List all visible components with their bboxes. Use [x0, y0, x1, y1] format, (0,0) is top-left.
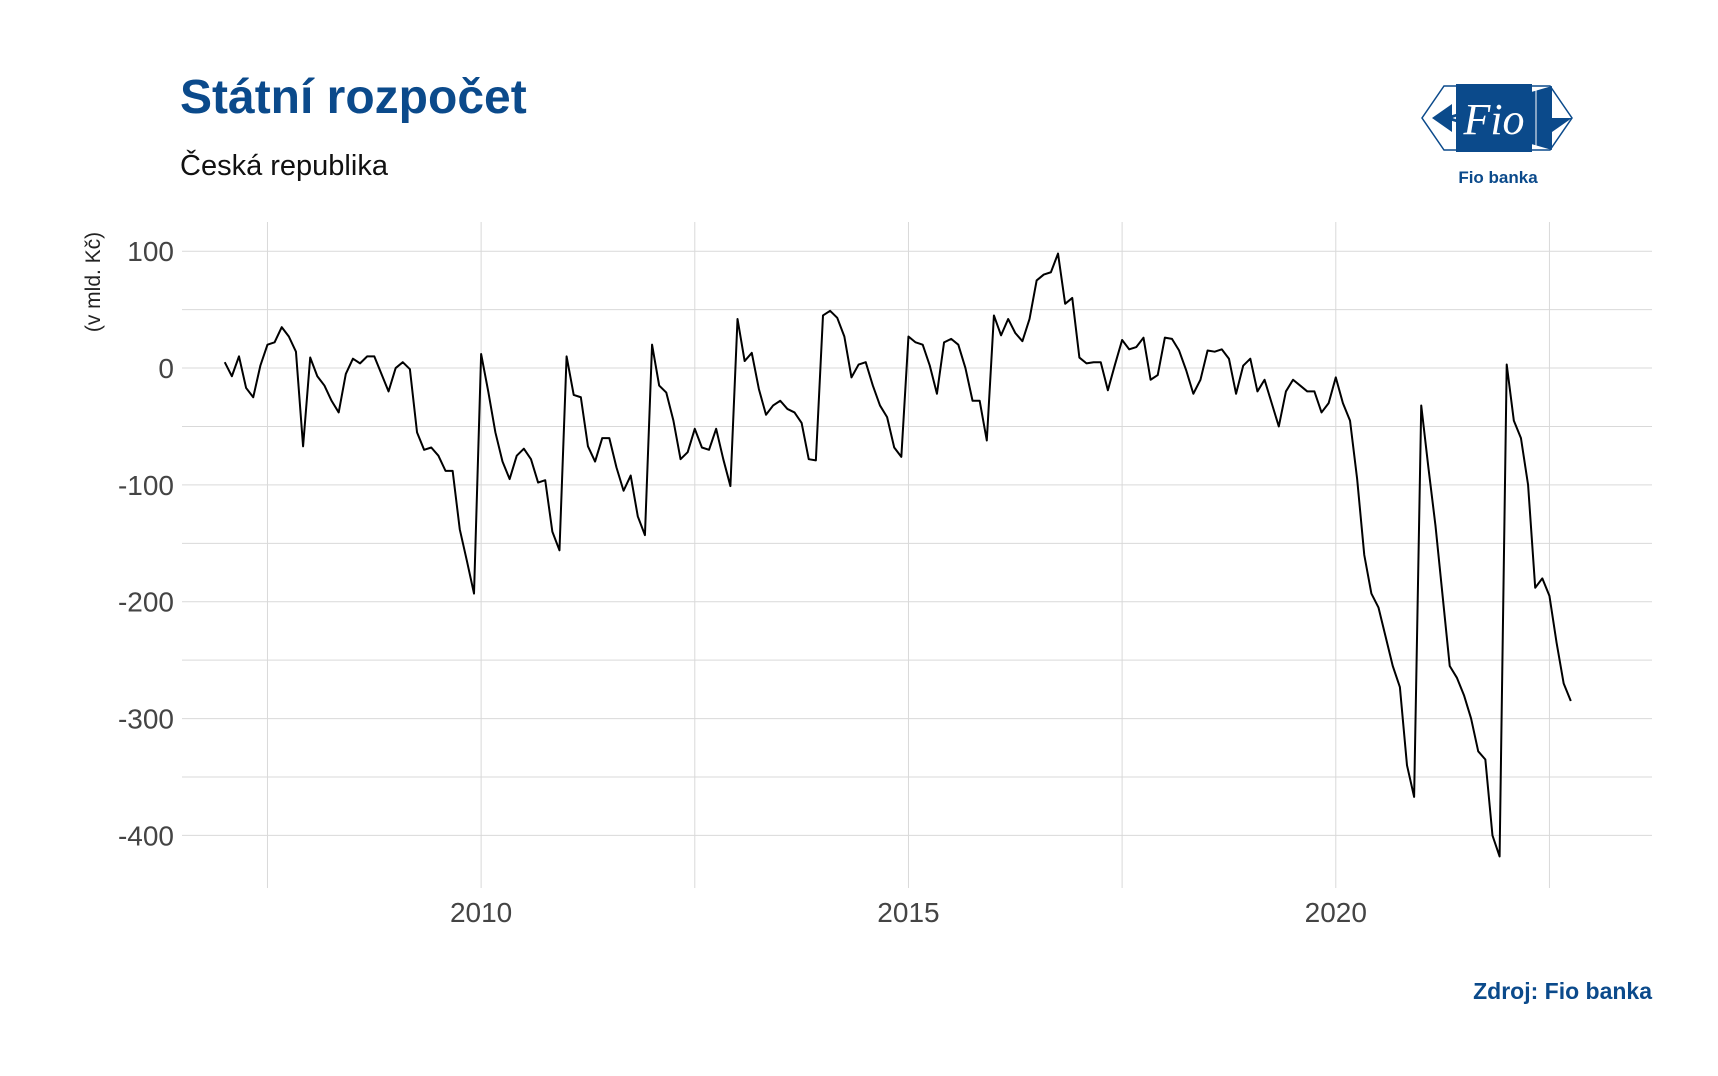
y-tick-label: -200 — [118, 587, 174, 618]
y-tick-label: -400 — [118, 820, 174, 851]
x-tick-label: 2020 — [1305, 897, 1367, 928]
y-tick-label: 0 — [158, 353, 174, 384]
x-tick-label: 2010 — [450, 897, 512, 928]
y-tick-labels: 100 0 -100 -200 -300 -400 — [118, 236, 174, 851]
x-tick-label: 2015 — [877, 897, 939, 928]
fio-logo-icon: Fio — [1421, 84, 1573, 152]
chart-subtitle: Česká republika — [180, 150, 388, 182]
y-axis-label: (v mld. Kč) — [82, 232, 105, 332]
grid — [182, 222, 1652, 888]
series-line — [223, 252, 1572, 858]
y-tick-label: -300 — [118, 704, 174, 735]
logo-caption: Fio banka — [1458, 168, 1538, 187]
logo-mark-text: Fio — [1462, 95, 1524, 144]
y-tick-label: 100 — [127, 236, 174, 267]
chart-title: Státní rozpočet — [180, 71, 527, 124]
source-note: Zdroj: Fio banka — [1473, 978, 1652, 1004]
y-tick-label: -100 — [118, 470, 174, 501]
x-tick-labels: 2010 2015 2020 — [450, 897, 1367, 928]
